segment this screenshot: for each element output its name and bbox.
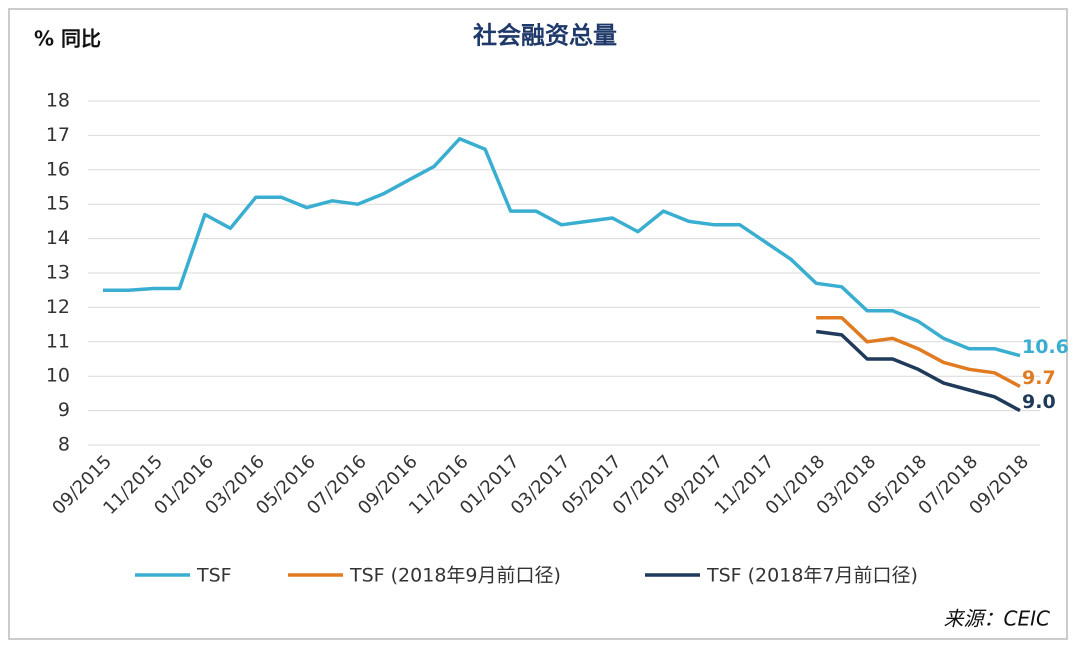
y-tick-label: 9: [58, 399, 70, 421]
data-label: 9.7: [1022, 367, 1056, 389]
y-tick-label: 14: [46, 227, 70, 249]
y-tick-label: 18: [46, 90, 70, 112]
series-line: [816, 315, 1021, 389]
legend-label: TSF (2018年7月前口径): [706, 565, 918, 587]
data-label: 10.6: [1022, 336, 1069, 358]
y-tick-label: 12: [46, 296, 70, 318]
legend-label: TSF: [196, 565, 232, 587]
y-tick-label: 17: [46, 124, 70, 146]
y-tick-label: 16: [46, 158, 70, 180]
legend-label: TSF (2018年9月前口径): [349, 565, 561, 587]
source-note: 来源：CEIC: [944, 607, 1051, 631]
y-tick-label: 11: [46, 330, 70, 352]
y-tick-label: 13: [46, 262, 70, 284]
chart-title: 社会融资总量: [473, 21, 617, 50]
series-line: [103, 137, 1021, 358]
data-label: 9.0: [1022, 391, 1056, 413]
series-line: [815, 329, 1021, 413]
y-tick-label: 15: [46, 193, 70, 215]
y-axis-label: % 同比: [34, 27, 101, 51]
y-tick-label: 10: [46, 365, 70, 387]
y-tick-label: 8: [58, 434, 70, 456]
chart-frame: [8, 8, 1068, 640]
